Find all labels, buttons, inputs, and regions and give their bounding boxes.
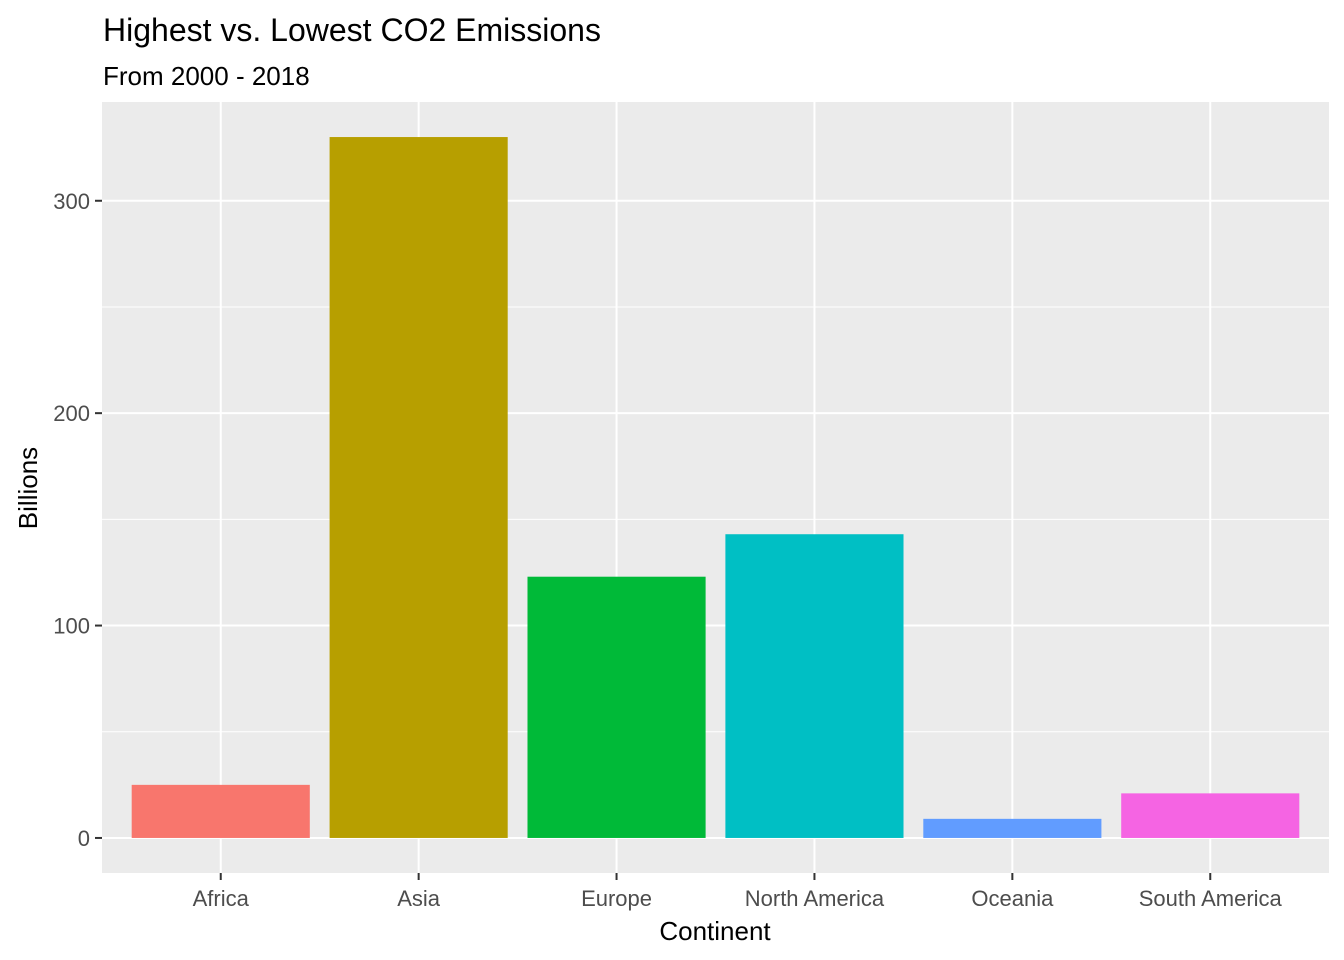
chart-title: Highest vs. Lowest CO2 Emissions xyxy=(103,12,601,48)
plot-panel xyxy=(102,102,1329,873)
x-tick-label: Asia xyxy=(397,886,441,911)
x-tick-label: North America xyxy=(745,886,885,911)
bar-south-america xyxy=(1121,793,1300,838)
bars xyxy=(131,137,1300,838)
x-tick-label: Europe xyxy=(581,886,652,911)
bar-europe xyxy=(527,576,706,838)
x-tick-label: Oceania xyxy=(971,886,1054,911)
y-tick-label: 200 xyxy=(53,401,90,426)
bar-north-america xyxy=(725,534,904,838)
y-tick-label: 300 xyxy=(53,189,90,214)
y-axis: 0 100 200 300 xyxy=(53,189,102,851)
chart-subtitle: From 2000 - 2018 xyxy=(103,61,310,91)
x-tick-label: South America xyxy=(1139,886,1283,911)
x-axis-title: Continent xyxy=(659,916,771,946)
grid-minor xyxy=(102,306,1329,733)
bar-asia xyxy=(329,137,508,838)
x-tick-label: Africa xyxy=(193,886,250,911)
y-axis-title: Billions xyxy=(13,447,43,529)
x-axis: Africa Asia Europe North America Oceania Sout… xyxy=(193,873,1283,911)
bar-africa xyxy=(131,784,310,838)
y-tick-label: 100 xyxy=(53,614,90,639)
bar-oceania xyxy=(923,818,1102,838)
y-tick-label: 0 xyxy=(78,826,90,851)
